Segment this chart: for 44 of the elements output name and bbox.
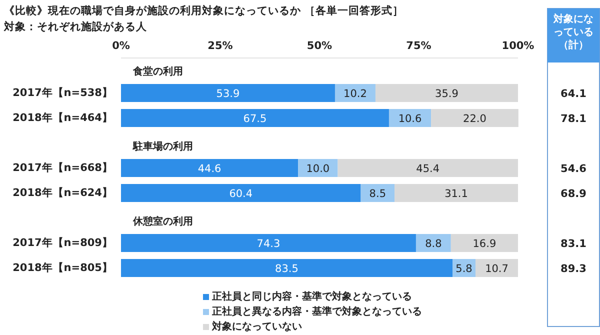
y-tick-label: 2018年【n=624】 bbox=[12, 186, 113, 199]
data-label: 83.5 bbox=[275, 262, 298, 275]
x-tick-label: 25% bbox=[208, 40, 234, 52]
x-tick-label: 50% bbox=[306, 40, 333, 52]
text: 64.1 bbox=[560, 88, 586, 100]
data-label: 10.2 bbox=[344, 88, 367, 100]
y-tick-label: 2017年【n=668】 bbox=[12, 160, 113, 174]
text: 68.9 bbox=[560, 188, 586, 200]
data-label: 5.8 bbox=[456, 262, 472, 275]
annotation: 休憩室の利用 bbox=[132, 216, 193, 228]
data-label: 31.1 bbox=[444, 188, 468, 200]
data-label: 60.4 bbox=[229, 188, 253, 200]
data-label: 53.9 bbox=[216, 88, 240, 100]
y-tick-label: 2017年【n=538】 bbox=[12, 86, 113, 99]
data-label: 35.9 bbox=[435, 88, 458, 100]
data-label: 10.7 bbox=[485, 262, 508, 275]
text: 78.1 bbox=[560, 112, 586, 125]
annotation: 駐車場の利用 bbox=[132, 140, 193, 153]
annotation: 食堂の利用 bbox=[132, 66, 183, 78]
legend-label: 対象になっていない bbox=[211, 320, 302, 333]
data-label: 10.6 bbox=[398, 112, 422, 125]
data-label: 8.8 bbox=[425, 238, 442, 250]
y-tick-label: 2017年【n=809】 bbox=[12, 236, 113, 249]
x-tick-label: 100% bbox=[502, 40, 535, 52]
data-label: 44.6 bbox=[198, 162, 222, 175]
data-label: 22.0 bbox=[463, 112, 486, 125]
x-tick-label: 75% bbox=[406, 40, 432, 52]
data-label: 67.5 bbox=[243, 112, 267, 125]
text: 54.6 bbox=[560, 162, 586, 175]
y-tick-label: 2018年【n=464】 bbox=[12, 110, 113, 124]
legend-label: 正社員と同じ内容・基準で対象となっている bbox=[211, 290, 412, 303]
x-tick-label: 0% bbox=[112, 40, 130, 52]
data-label: 16.9 bbox=[472, 238, 496, 250]
data-label: 8.5 bbox=[369, 188, 386, 200]
data-label: 74.3 bbox=[256, 238, 280, 250]
y-tick-label: 2018年【n=805】 bbox=[12, 260, 113, 274]
text: 83.1 bbox=[560, 238, 586, 250]
chart-subtitle: 対象：それぞれ施設がある人 bbox=[3, 20, 148, 33]
data-label: 10.0 bbox=[306, 162, 330, 175]
legend-label: 正社員と異なる内容・基準で対象となっている bbox=[211, 306, 422, 318]
text: 89.3 bbox=[560, 262, 586, 275]
chart-title: 《比較》現在の職場で自身が施設の利用対象になっているか ［各単一回答形式］ bbox=[4, 4, 404, 17]
data-label: 45.4 bbox=[416, 162, 440, 175]
text: 対象になっている（計） bbox=[552, 13, 594, 51]
